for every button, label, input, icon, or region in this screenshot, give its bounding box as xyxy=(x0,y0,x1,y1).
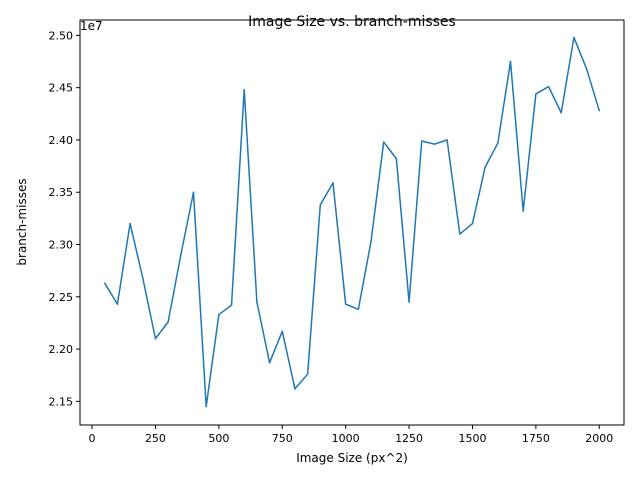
data-point xyxy=(294,388,296,390)
x-tick-label: 250 xyxy=(145,432,166,445)
data-point xyxy=(218,313,220,316)
plot-frame xyxy=(79,19,625,426)
data-point xyxy=(446,139,448,141)
data-point xyxy=(256,301,258,303)
data-point xyxy=(142,277,144,279)
y-axis-label: branch-misses xyxy=(15,178,29,265)
data-point xyxy=(433,143,436,145)
data-point xyxy=(243,88,245,91)
data-point xyxy=(268,361,271,364)
data-point xyxy=(116,303,119,305)
data-point xyxy=(598,109,601,112)
y-tick-label: 2.15 xyxy=(49,395,74,408)
x-tick-label: 750 xyxy=(272,432,293,445)
data-point xyxy=(522,210,524,212)
x-axis-ticks: 0 250 500 750 1000 1250 1500 1750 2000 xyxy=(89,425,613,445)
data-point xyxy=(344,303,347,305)
x-tick-label: 1250 xyxy=(395,432,423,445)
x-tick-label: 500 xyxy=(208,432,229,445)
y-axis-offset-label: 1e7 xyxy=(80,19,103,33)
data-point xyxy=(497,142,499,144)
chart-marks xyxy=(103,36,601,408)
data-point xyxy=(585,68,588,70)
x-tick-label: 1750 xyxy=(522,432,550,445)
data-point xyxy=(420,140,423,142)
data-point xyxy=(205,405,207,408)
data-point xyxy=(484,166,486,168)
data-point xyxy=(408,301,410,303)
y-tick-label: 2.25 xyxy=(49,291,74,304)
y-tick-label: 2.50 xyxy=(49,29,74,42)
x-tick-label: 1000 xyxy=(332,432,360,445)
y-tick-label: 2.30 xyxy=(49,239,74,252)
data-point xyxy=(103,282,106,284)
y-tick-label: 2.45 xyxy=(49,82,74,95)
data-point xyxy=(560,112,562,114)
data-point xyxy=(230,304,233,306)
y-axis-ticks: 2.15 2.20 2.25 2.30 2.35 2.40 2.45 2.50 xyxy=(49,29,80,408)
data-point xyxy=(332,182,334,184)
data-point xyxy=(281,330,284,333)
y-tick-label: 2.35 xyxy=(49,186,74,199)
chart-title: Image Size vs. branch-misses xyxy=(248,14,456,30)
x-tick-label: 0 xyxy=(89,432,96,445)
data-point xyxy=(395,158,398,160)
data-point xyxy=(382,141,385,143)
x-tick-label: 2000 xyxy=(585,432,613,445)
data-point xyxy=(573,36,575,39)
data-point xyxy=(547,85,550,88)
data-point xyxy=(459,233,461,235)
data-point xyxy=(306,373,309,375)
data-point xyxy=(471,222,474,225)
data-point xyxy=(319,204,322,206)
data-point xyxy=(167,321,169,323)
data-point xyxy=(154,337,157,340)
data-point xyxy=(370,240,372,243)
series-line xyxy=(104,36,600,408)
y-tick-label: 2.40 xyxy=(49,134,74,147)
x-tick-label: 1500 xyxy=(458,432,486,445)
y-tick-label: 2.20 xyxy=(49,343,74,356)
data-point xyxy=(192,191,195,193)
data-point xyxy=(509,60,512,63)
x-axis-label: Image Size (px^2) xyxy=(296,451,408,465)
data-point xyxy=(535,93,537,95)
data-point xyxy=(357,308,360,311)
data-point xyxy=(129,222,131,225)
data-point xyxy=(180,254,182,256)
